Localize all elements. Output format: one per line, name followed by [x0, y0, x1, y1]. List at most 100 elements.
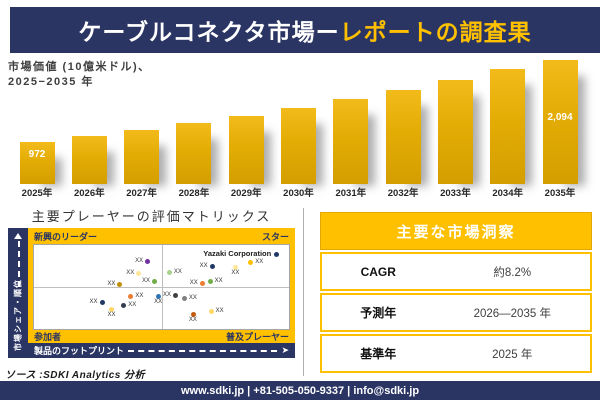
quadrant-label-pervasive-players: 普及プレーヤー — [225, 332, 289, 342]
scatter-point: XX — [208, 308, 224, 314]
bar-2027年 — [124, 130, 160, 184]
scatter-dot — [152, 279, 158, 285]
x-axis-dashed-line — [128, 349, 278, 352]
scatter-point-label: XX — [173, 269, 182, 276]
scatter-point: XX — [135, 258, 151, 265]
x-axis-tick-label: 2027年 — [126, 188, 157, 199]
report-title-market: ケーブルコネクタ市場ー — [78, 19, 340, 45]
bar-2026年 — [71, 136, 107, 184]
scatter-point-label: XX — [135, 292, 144, 299]
chart-caption-line1: 市場価値 (10億米ドル)、 — [8, 61, 151, 73]
scatter-dot — [190, 312, 196, 318]
bar-value-label: 972 — [28, 149, 46, 160]
scatter-dot — [109, 306, 115, 312]
market-value-bar-chart: 972 2025年 2026年 2027年 2028年 2029年 2030年 2031年 20… — [0, 56, 600, 199]
scatter-point-highlighted: Yazaki Corporation — [203, 249, 280, 258]
bar-2025年: 972 — [19, 142, 55, 184]
scatter-dot — [274, 251, 280, 257]
chart-axis-caption: 市場価値 (10億米ドル)、 2025−2035 年 — [8, 60, 151, 90]
scatter-point: XX — [181, 295, 197, 301]
chart-caption-line2: 2025−2035 年 — [8, 76, 94, 88]
row-label-forecast-years: 予測年 — [360, 306, 397, 320]
scatter-point-label: XX — [142, 278, 151, 285]
scatter-dot — [128, 293, 134, 299]
contact-footer-bar: www.sdki.jp | +81-505-050-9337 | info@sd… — [0, 381, 600, 400]
x-axis-tick-label: 2028年 — [178, 188, 210, 199]
scatter-point: XX — [189, 312, 197, 323]
scatter-point: XX — [166, 269, 182, 276]
scatter-point-label: XX — [199, 262, 208, 269]
scatter-dot — [207, 279, 213, 285]
scatter-point-label: XX — [188, 317, 197, 324]
arrow-right-icon: ➤ — [281, 345, 289, 355]
row-value-base-year: 2025 年 — [492, 348, 533, 361]
scatter-point: XX — [231, 264, 239, 276]
scatter-dot — [166, 270, 172, 276]
bar-2035年: 2,094 — [542, 60, 578, 184]
matrix-top-band: 新興のリーダー スター — [28, 228, 295, 244]
scatter-point: XX — [126, 270, 142, 277]
scatter-dot — [145, 259, 151, 265]
player-evaluation-matrix: 市場シェア・順位 新興のリーダー スター XX XX XX XX XX XX XX XX Yaz… — [8, 228, 295, 358]
scatter-point-label: XX — [189, 280, 198, 287]
x-axis-tick-label: 2035年 — [544, 188, 576, 199]
scatter-point: XX — [107, 281, 123, 287]
bar-2031年 — [333, 99, 369, 184]
scatter-dot — [209, 263, 215, 269]
scatter-point: XX — [90, 299, 105, 306]
scatter-point-label: XX — [89, 299, 98, 306]
scatter-dot — [172, 292, 178, 298]
row-label-base-year: 基準年 — [360, 347, 397, 361]
scatter-point-label: XX — [215, 308, 224, 314]
bar-2029年 — [228, 116, 264, 184]
matrix-x-axis-band: 製品のフットプリント ➤ — [28, 343, 295, 358]
scatter-dot — [121, 302, 127, 308]
bar-value-label: 2,094 — [547, 112, 573, 123]
scatter-dot — [156, 293, 162, 299]
scatter-dot — [248, 260, 254, 266]
row-value-forecast-years: 2026—2035 年 — [473, 307, 551, 320]
scatter-point: XX — [163, 292, 178, 298]
x-axis-tick-label: 2029年 — [230, 188, 262, 199]
scatter-point: XX — [207, 278, 223, 285]
scatter-point: XX — [142, 278, 158, 285]
scatter-point: XX — [200, 263, 215, 269]
scatter-point-label: XX — [135, 258, 144, 265]
key-insights-table: 主要な市場洞察 CAGR 約8.2% 予測年 2026—2035 年 基準年 2… — [320, 212, 592, 373]
bar-2032年 — [385, 90, 421, 184]
y-axis-dashed-line — [18, 241, 20, 287]
report-title-suffix: レポートの調査果 — [339, 19, 532, 45]
table-row-forecast-years: 予測年 2026—2035 年 — [320, 293, 592, 332]
scatter-dot — [208, 309, 214, 314]
insights-table-title: 主要な市場洞察 — [320, 212, 592, 250]
scatter-point-label: XX — [107, 311, 116, 318]
scatter-point-label: XX — [128, 301, 137, 308]
scatter-point-label: XX — [162, 291, 171, 298]
scatter-dot — [233, 264, 239, 270]
scatter-point: XX — [107, 306, 115, 318]
scatter-point-label: XX — [188, 294, 197, 301]
quadrant-label-star: スター — [261, 231, 289, 242]
scatter-dot — [199, 281, 205, 287]
matrix-y-axis-label: 市場シェア・順位 — [13, 279, 23, 352]
table-row-base-year: 基準年 2025 年 — [320, 334, 592, 373]
scatter-point: XX — [128, 293, 143, 299]
scatter-point: XX — [121, 302, 136, 308]
section-divider — [303, 208, 304, 376]
scatter-dot — [117, 281, 123, 287]
scatter-point-label: Yazaki Corporation — [203, 248, 272, 258]
table-row-cagr: CAGR 約8.2% — [320, 252, 592, 291]
matrix-y-axis-band: 市場シェア・順位 — [8, 228, 28, 358]
matrix-x-axis-label: 製品のフットプリント — [34, 346, 125, 356]
arrow-up-icon — [14, 233, 22, 239]
scatter-point-label: XX — [214, 278, 223, 285]
bar-2028年 — [176, 123, 212, 184]
x-axis-tick-label: 2033年 — [440, 188, 471, 199]
scatter-point-label: XX — [126, 270, 135, 277]
scatter-point-label: XX — [255, 259, 264, 266]
footer-contact-text: www.sdki.jp | +81-505-050-9337 | info@sd… — [180, 384, 420, 397]
x-axis-tick-label: 2026年 — [73, 188, 105, 199]
scatter-dot — [181, 295, 187, 301]
x-axis-tick-label: 2025年 — [21, 188, 53, 199]
matrix-bottom-band: 参加者 普及プレーヤー — [28, 330, 295, 343]
